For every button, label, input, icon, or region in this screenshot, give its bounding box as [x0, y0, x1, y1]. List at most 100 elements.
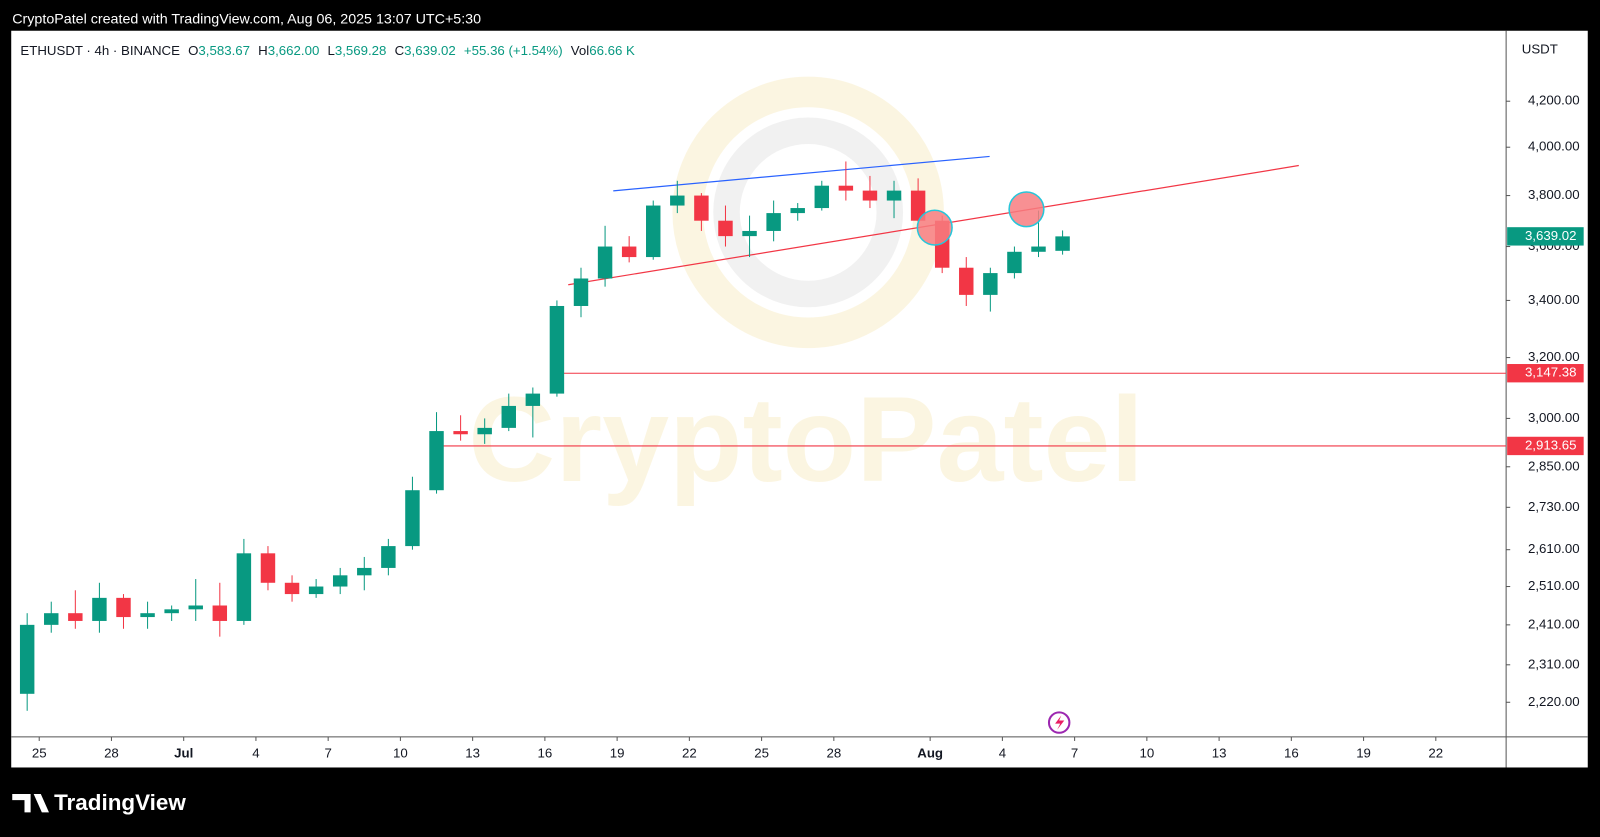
x-tick-label: 16: [538, 746, 553, 761]
candle-body: [910, 190, 926, 221]
candle-body: [718, 220, 733, 237]
y-tick-label: 2,510.00: [1528, 578, 1580, 593]
candle-body: [838, 185, 854, 191]
x-tick-label: 10: [1139, 746, 1154, 761]
candle-body: [1055, 236, 1070, 251]
footer-text: TradingView: [54, 790, 186, 815]
y-tick-label: 3,400.00: [1528, 292, 1580, 307]
candle-body: [116, 597, 131, 618]
price-label: 2,913.65: [1525, 437, 1577, 452]
candle-body: [597, 246, 613, 279]
watermark: CryptoPatel: [468, 76, 1144, 507]
x-tick-label: 19: [610, 746, 625, 761]
candle-body: [19, 624, 35, 694]
y-tick-label: 2,310.00: [1528, 656, 1580, 671]
price-label: 3,639.02: [1525, 228, 1577, 243]
y-tick-label: 3,200.00: [1528, 349, 1580, 364]
marker: [1008, 191, 1045, 228]
candle-body: [308, 586, 324, 595]
y-tick-label: 4,200.00: [1528, 93, 1580, 108]
candle-body: [236, 553, 252, 621]
candle-body: [501, 405, 516, 428]
candle-body: [959, 267, 974, 295]
y-tick-label: 2,730.00: [1528, 499, 1580, 514]
footer-logo: TradingView: [12, 790, 186, 815]
x-tick-label: 10: [393, 746, 408, 761]
lightning-icon[interactable]: [1047, 711, 1071, 734]
candle-body: [429, 431, 444, 491]
x-tick-label: 4: [252, 746, 259, 761]
x-tick-label: 28: [104, 746, 119, 761]
y-tick-label: 2,850.00: [1528, 458, 1580, 473]
x-tick-label: 13: [465, 746, 480, 761]
candle-body: [92, 597, 107, 621]
candle-body: [694, 195, 709, 221]
watermark-text: CryptoPatel: [468, 372, 1144, 507]
y-tick-label: 3,000.00: [1528, 410, 1580, 425]
legend-key: L: [327, 43, 334, 58]
y-tick-label: 2,220.00: [1528, 694, 1580, 709]
candle-body: [477, 427, 492, 435]
y-tick-label: 4,000.00: [1528, 139, 1580, 154]
candle-body: [549, 305, 565, 394]
legend: ETHUSDT · 4h · BINANCE O3,583.67 H3,662.00…: [20, 43, 635, 58]
candle-body: [670, 195, 685, 206]
candle-body: [1007, 251, 1022, 274]
candle-body: [886, 190, 902, 201]
candle-body: [405, 490, 420, 547]
candle-body: [44, 613, 59, 625]
x-tick-label: 25: [754, 746, 769, 761]
candle-body: [381, 546, 396, 568]
candle-body: [790, 208, 805, 214]
x-tick-label: 28: [826, 746, 841, 761]
candle-body: [646, 205, 661, 258]
x-tick-label: 22: [682, 746, 697, 761]
legend-value: 66.66 K: [589, 43, 635, 58]
icon-ring: [1047, 711, 1071, 734]
x-tick-label: 19: [1356, 746, 1371, 761]
y-tick-label: 3,800.00: [1528, 187, 1580, 202]
watermark-logo: [713, 117, 904, 308]
x-tick-label: Jul: [174, 746, 193, 761]
x-tick-label: 22: [1428, 746, 1443, 761]
legend-value: 3,639.02: [404, 43, 456, 58]
price-label-box: [1507, 436, 1584, 456]
legend-change: +55.36 (+1.54%): [464, 43, 563, 58]
price-label-box: [1507, 227, 1584, 246]
legend-key: H: [258, 43, 268, 58]
marker: [916, 209, 953, 246]
chart-panel: [11, 30, 1588, 768]
candle-body: [453, 431, 468, 435]
symbol: ETHUSDT · 4h · BINANCE: [20, 43, 180, 58]
candle-body: [1031, 246, 1046, 252]
candle-body: [188, 605, 203, 610]
header: CryptoPatel created with TradingView.com…: [12, 11, 481, 27]
candle-body: [164, 609, 179, 614]
candle-body: [525, 393, 541, 406]
candle-body: [284, 582, 300, 595]
price-label-box: [1507, 364, 1584, 383]
candle-body: [332, 575, 348, 587]
candle-body: [357, 567, 372, 576]
legend-value: 3,569.28: [335, 43, 387, 58]
legend-key: O: [188, 43, 198, 58]
candle-body: [573, 278, 589, 306]
candle-body: [862, 190, 878, 201]
legend-key: C: [395, 43, 405, 58]
x-tick-label: Aug: [917, 746, 943, 761]
x-tick-label: 4: [999, 746, 1006, 761]
candle-body: [742, 230, 757, 237]
legend-key: Vol: [571, 43, 589, 58]
candle-body: [260, 553, 276, 583]
price-label: 3,147.38: [1525, 365, 1577, 380]
x-tick-label: 16: [1284, 746, 1299, 761]
candle-body: [68, 613, 83, 621]
candle-body: [983, 273, 998, 295]
x-tick-label: 13: [1212, 746, 1227, 761]
legend-value: 3,662.00: [268, 43, 320, 58]
candle-body: [140, 613, 155, 618]
plot: [19, 155, 1507, 711]
y-tick-label: 2,410.00: [1528, 616, 1580, 631]
candle-body: [814, 185, 830, 209]
